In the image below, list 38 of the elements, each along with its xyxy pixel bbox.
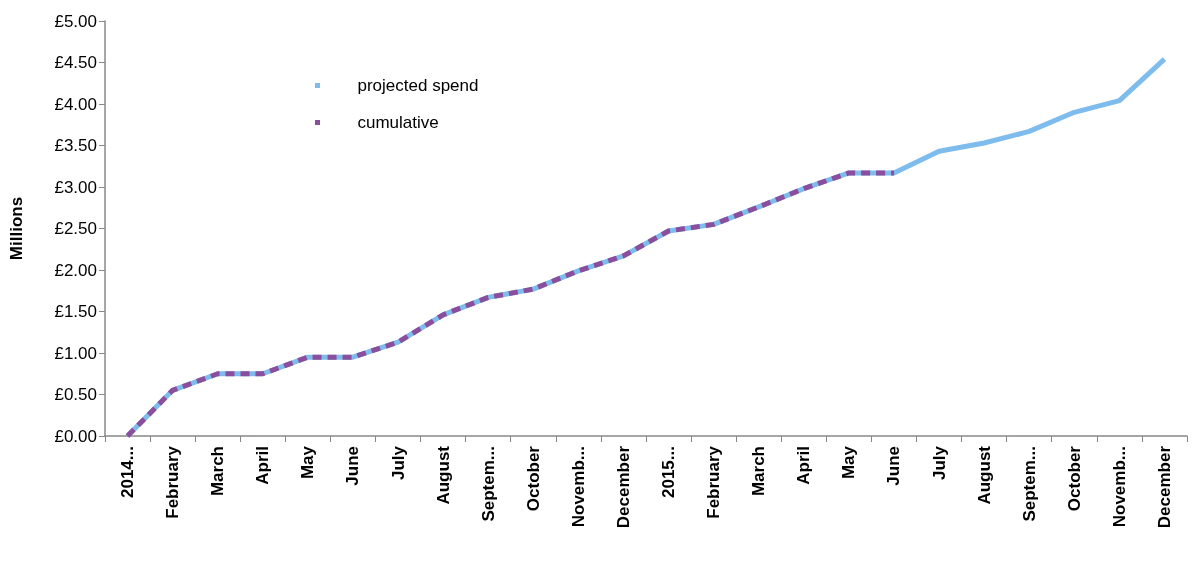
x-tick-label: 2015... <box>659 446 679 498</box>
y-tick-label: £4.00 <box>54 94 97 114</box>
y-tick-label: £3.00 <box>54 177 97 197</box>
y-tick-label: £1.50 <box>54 302 97 321</box>
y-tick-label: £3.50 <box>54 136 97 155</box>
x-tick-label: Septem... <box>1019 446 1039 522</box>
y-tick-label: £5.00 <box>54 11 97 31</box>
x-tick-label: Septem... <box>478 446 498 522</box>
x-tick-label: 2014... <box>118 446 138 498</box>
x-tick-label: August <box>433 445 453 505</box>
x-tick-label: March <box>749 446 769 497</box>
y-tick-label: £0.50 <box>54 385 97 404</box>
x-tick-label: April <box>794 446 814 485</box>
legend-label: projected spend <box>357 76 479 95</box>
x-tick-label: May <box>839 445 859 480</box>
x-tick-label: August <box>974 445 994 505</box>
x-tick-label: October <box>1064 445 1084 512</box>
x-tick-label: Novemb... <box>568 446 588 528</box>
x-tick-label: July <box>929 445 949 481</box>
x-tick-label: October <box>523 445 543 512</box>
x-tick-label: June <box>343 446 363 486</box>
x-tick-label: February <box>163 445 183 519</box>
x-tick-label: Novemb... <box>1109 446 1129 528</box>
y-tick-label: £0.00 <box>54 426 97 446</box>
x-tick-label: June <box>884 446 904 486</box>
x-tick-label: December <box>613 445 633 529</box>
y-tick-label: £4.50 <box>54 53 97 72</box>
x-tick-label: July <box>388 445 408 481</box>
x-tick-label: March <box>208 446 228 497</box>
x-tick-label: April <box>253 446 273 485</box>
x-tick-label: May <box>298 445 318 480</box>
y-tick-label: £1.00 <box>54 343 97 363</box>
y-axis-title: Millions <box>7 196 26 261</box>
x-tick-label: February <box>704 445 724 519</box>
y-tick-label: £2.50 <box>54 219 97 238</box>
x-tick-label: December <box>1154 445 1174 529</box>
legend-label: cumulative <box>357 113 439 132</box>
y-tick-label: £2.00 <box>54 260 97 280</box>
